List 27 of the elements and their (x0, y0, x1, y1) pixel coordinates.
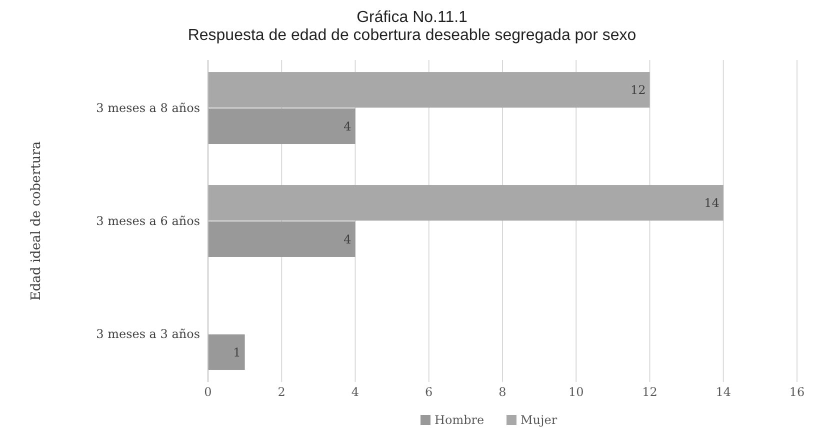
data-label: 4 (344, 232, 352, 246)
x-tick-label: 8 (498, 385, 506, 399)
bar (208, 108, 356, 144)
bar (208, 72, 650, 108)
y-tick-label: 3 meses a 6 años (96, 214, 200, 228)
data-label: 12 (630, 83, 646, 98)
y-tick-label: 3 meses a 3 años (96, 327, 200, 342)
chart-subtitle: Respuesta de edad de cobertura deseable segregada por sexo (188, 27, 636, 44)
x-tick-label: 12 (642, 385, 658, 399)
y-axis-title: Edad ideal de cobertura (29, 141, 44, 301)
bar (208, 185, 724, 221)
y-tick-label: 3 meses a 8 años (96, 101, 200, 116)
data-label: 4 (344, 119, 352, 134)
x-tick-label: 10 (568, 385, 584, 399)
x-tick-label: 14 (716, 385, 732, 399)
legend-label: Hombre (434, 413, 484, 427)
data-label: 14 (704, 196, 720, 210)
bar (208, 221, 356, 257)
x-tick-label: 2 (278, 385, 286, 399)
legend-label: Mujer (520, 413, 558, 427)
bar (208, 334, 245, 370)
data-label: 1 (233, 345, 241, 360)
x-tick-label: 0 (204, 385, 212, 399)
x-tick-label: 4 (351, 385, 360, 399)
chart-title: Gráfica No.11.1 (356, 9, 468, 26)
x-tick-label: 16 (789, 385, 805, 399)
x-tick-label: 6 (425, 385, 433, 399)
